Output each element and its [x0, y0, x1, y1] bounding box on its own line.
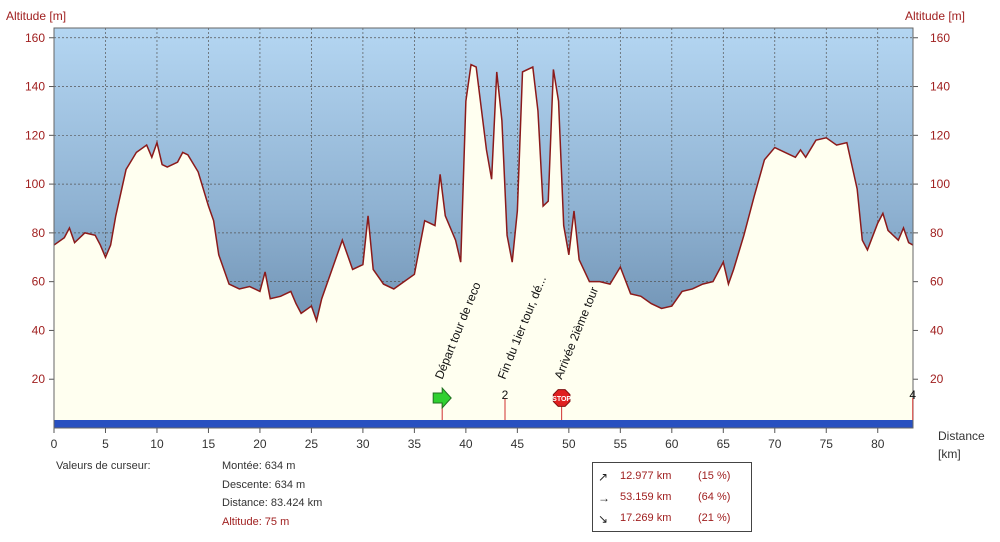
start-icon [432, 386, 452, 410]
x-tick-label: 25 [305, 437, 319, 451]
x-tick-label: 55 [614, 437, 628, 451]
x-tick-label: 10 [150, 437, 164, 451]
stop-text: STOP [552, 396, 571, 403]
x-tick-label: 40 [459, 437, 473, 451]
altitude-line [53, 63, 914, 324]
cursor-value: Descente: 634 m [222, 478, 306, 491]
x-tick-label: 75 [820, 437, 834, 451]
summary-distance: 12.977 km [620, 470, 672, 482]
summary-box [592, 462, 752, 532]
cursor-title: Valeurs de curseur: [56, 460, 151, 472]
summary-symbol: ↗ [598, 470, 609, 484]
y-tick-label: 80 [32, 226, 46, 240]
x-tick-label: 80 [871, 437, 885, 451]
x-tick-label: 35 [408, 437, 422, 451]
y-tick-label: 20 [32, 372, 46, 386]
cursor-value: Montée: 634 m [222, 460, 296, 472]
altitude-area [54, 64, 913, 429]
y-tick-label: 40 [32, 323, 46, 337]
x-tick-label: 0 [51, 437, 58, 451]
summary-percent: (15 %) [698, 470, 731, 482]
x-tick-label: 70 [768, 437, 782, 451]
y-tick-label: 120 [25, 128, 45, 142]
x-tick-label: 5 [102, 437, 109, 451]
x-tick-label: 15 [202, 437, 216, 451]
y2-tick-label: 60 [930, 275, 944, 289]
waypoint-number: 2 [502, 388, 509, 402]
x-tick-label: 30 [356, 437, 370, 451]
ground-bar [54, 420, 913, 428]
summary-distance: 17.269 km [620, 512, 672, 524]
y2-tick-label: 160 [930, 31, 950, 45]
stop-icon [552, 389, 571, 407]
summary-percent: (21 %) [698, 512, 731, 524]
y2-tick-label: 20 [930, 372, 944, 386]
x-tick-label: 20 [253, 437, 267, 451]
y-axis-label: Altitude [m] [6, 9, 66, 23]
waypoint-number: 4 [909, 388, 916, 402]
summary-symbol: ↘ [598, 512, 609, 526]
y2-tick-label: 120 [930, 128, 950, 142]
y2-tick-label: 40 [930, 323, 944, 337]
x-tick-label: 65 [717, 437, 731, 451]
x-tick-label: 45 [511, 437, 525, 451]
x-tick-label: 50 [562, 437, 576, 451]
cursor-value: Distance: 83.424 km [222, 497, 323, 509]
x-tick-label: 60 [665, 437, 679, 451]
y-tick-label: 60 [32, 275, 46, 289]
y2-tick-label: 100 [930, 177, 950, 191]
summary-percent: (64 %) [698, 491, 731, 503]
y2-tick-label: 80 [930, 226, 944, 240]
y2-axis-label: Altitude [m] [905, 9, 965, 23]
cursor-value: Altitude: 75 m [222, 515, 290, 528]
y-tick-label: 100 [25, 177, 45, 191]
y2-tick-label: 140 [930, 80, 950, 94]
plot-frame [53, 27, 914, 429]
y-tick-label: 160 [25, 31, 45, 45]
summary-distance: 53.159 km [620, 491, 672, 503]
summary-symbol: → [598, 491, 610, 505]
y-tick-label: 140 [25, 80, 45, 94]
x-axis-label: Distance [km] [938, 429, 985, 461]
